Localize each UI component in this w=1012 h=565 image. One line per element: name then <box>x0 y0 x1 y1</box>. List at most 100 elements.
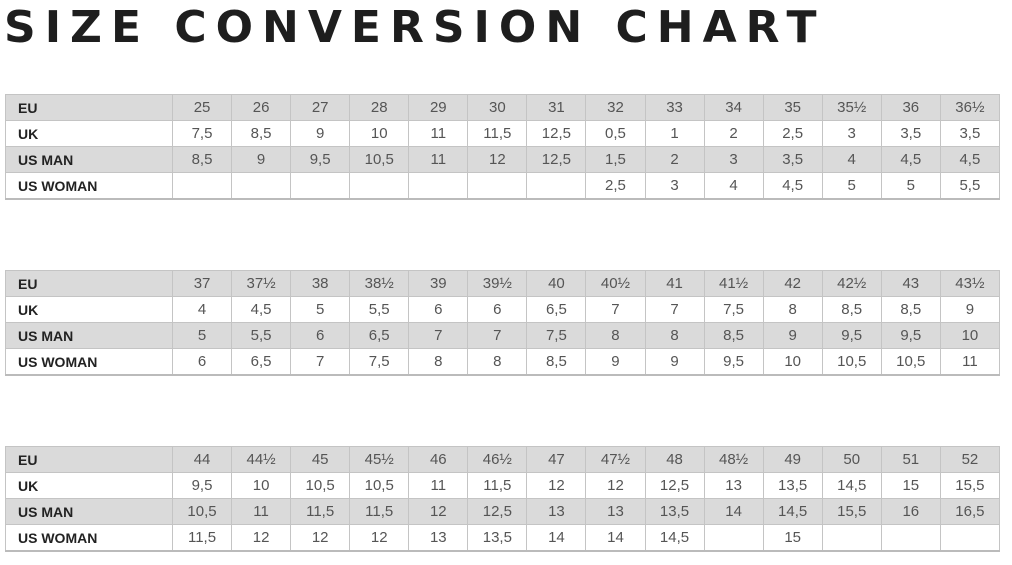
table-row-us-man: US MAN 10,5 11 11,5 11,5 12 12,5 13 13 13,5 14 14,5… <box>5 498 1001 525</box>
size-cell: 40 <box>526 270 587 297</box>
size-cell: 43 <box>880 270 941 297</box>
size-cell: 5 <box>171 322 233 349</box>
size-cell: 52 <box>939 446 1001 473</box>
size-cell: 9,5 <box>290 146 351 173</box>
size-cell: 10,5 <box>349 472 410 499</box>
size-cell: 10,5 <box>349 146 410 173</box>
size-cell: 10,5 <box>880 348 941 376</box>
size-cell: 5 <box>880 172 941 200</box>
size-table-3: EU 44 44½ 45 45½ 46 46½ 47 47½ 48 48½ 49 50 51 52 UK 9,5… <box>5 446 1001 552</box>
size-cell <box>526 172 587 200</box>
size-cell <box>939 524 1001 552</box>
size-cell: 1 <box>644 120 705 147</box>
size-cell: 14,5 <box>762 498 823 525</box>
row-label: US WOMAN <box>5 172 173 200</box>
row-label: US MAN <box>5 322 173 349</box>
size-cell: 6 <box>408 296 469 323</box>
size-cell: 6 <box>467 296 528 323</box>
row-label: UK <box>5 296 173 323</box>
size-cell: 12,5 <box>467 498 528 525</box>
size-cell: 15,5 <box>821 498 882 525</box>
size-cell: 7 <box>585 296 646 323</box>
size-cell: 12 <box>526 472 587 499</box>
row-label: US WOMAN <box>5 524 173 552</box>
size-cell: 8,5 <box>526 348 587 376</box>
size-cell: 3,5 <box>880 120 941 147</box>
size-cell: 10 <box>349 120 410 147</box>
size-cell: 10,5 <box>821 348 882 376</box>
size-cell: 8 <box>762 296 823 323</box>
size-cell: 31 <box>526 94 587 121</box>
size-cell: 12 <box>585 472 646 499</box>
size-cell: 10,5 <box>171 498 233 525</box>
size-cell: 2,5 <box>585 172 646 200</box>
size-cell: 4 <box>171 296 233 323</box>
size-cell: 34 <box>703 94 764 121</box>
size-cell: 4 <box>703 172 764 200</box>
size-cell: 4,5 <box>762 172 823 200</box>
size-cell: 12 <box>467 146 528 173</box>
size-cell <box>408 172 469 200</box>
size-cell: 48½ <box>703 446 764 473</box>
size-cell: 37½ <box>231 270 292 297</box>
size-cell: 7 <box>644 296 705 323</box>
size-cell <box>231 172 292 200</box>
size-cell: 2 <box>703 120 764 147</box>
size-cell: 3 <box>703 146 764 173</box>
size-cell: 41 <box>644 270 705 297</box>
size-cell: 29 <box>408 94 469 121</box>
size-cell: 47 <box>526 446 587 473</box>
size-cell: 9 <box>290 120 351 147</box>
size-cell: 6,5 <box>526 296 587 323</box>
table-row-eu: EU 44 44½ 45 45½ 46 46½ 47 47½ 48 48½ 49 50 51 52 <box>5 446 1001 473</box>
size-cell: 45½ <box>349 446 410 473</box>
size-cell: 10 <box>231 472 292 499</box>
size-cell: 46½ <box>467 446 528 473</box>
row-label: EU <box>5 446 173 473</box>
size-cell: 14 <box>585 524 646 552</box>
size-cell: 13,5 <box>762 472 823 499</box>
size-cell: 7 <box>408 322 469 349</box>
size-cell: 7,5 <box>703 296 764 323</box>
size-cell: 11 <box>231 498 292 525</box>
size-cell: 37 <box>171 270 233 297</box>
size-cell: 42½ <box>821 270 882 297</box>
size-cell: 5 <box>821 172 882 200</box>
size-cell: 13,5 <box>644 498 705 525</box>
size-cell: 7,5 <box>526 322 587 349</box>
size-cell <box>349 172 410 200</box>
size-cell: 27 <box>290 94 351 121</box>
size-cell <box>290 172 351 200</box>
size-cell: 30 <box>467 94 528 121</box>
table-row-us-woman: US WOMAN 2,5 3 4 4,5 5 5 5,5 <box>5 172 1001 200</box>
size-cell: 10 <box>939 322 1001 349</box>
size-cell: 8,5 <box>880 296 941 323</box>
size-cell: 9 <box>762 322 823 349</box>
row-label: UK <box>5 472 173 499</box>
size-cell: 51 <box>880 446 941 473</box>
size-cell: 13 <box>408 524 469 552</box>
size-cell: 45 <box>290 446 351 473</box>
size-cell: 42 <box>762 270 823 297</box>
size-cell: 7 <box>467 322 528 349</box>
table-row-us-man: US MAN 8,5 9 9,5 10,5 11 12 12,5 1,5 2 3 3,5 4 4,5 4,5 <box>5 146 1001 173</box>
size-cell: 13 <box>703 472 764 499</box>
table-row-eu: EU 37 37½ 38 38½ 39 39½ 40 40½ 41 41½ 42 42½ 43 43½ <box>5 270 1001 297</box>
size-cell: 26 <box>231 94 292 121</box>
table-row-uk: UK 4 4,5 5 5,5 6 6 6,5 7 7 7,5 8 8,5 8,5 9 <box>5 296 1001 323</box>
size-cell: 14 <box>703 498 764 525</box>
row-label: EU <box>5 94 173 121</box>
size-cell: 9 <box>644 348 705 376</box>
size-cell: 39½ <box>467 270 528 297</box>
size-cell: 4,5 <box>231 296 292 323</box>
size-cell: 12 <box>349 524 410 552</box>
size-cell: 6,5 <box>231 348 292 376</box>
size-cell: 2,5 <box>762 120 823 147</box>
size-cell: 3,5 <box>762 146 823 173</box>
size-cell: 16 <box>880 498 941 525</box>
size-cell: 49 <box>762 446 823 473</box>
size-cell: 46 <box>408 446 469 473</box>
size-cell: 10,5 <box>290 472 351 499</box>
size-cell: 9 <box>585 348 646 376</box>
size-cell: 1,5 <box>585 146 646 173</box>
